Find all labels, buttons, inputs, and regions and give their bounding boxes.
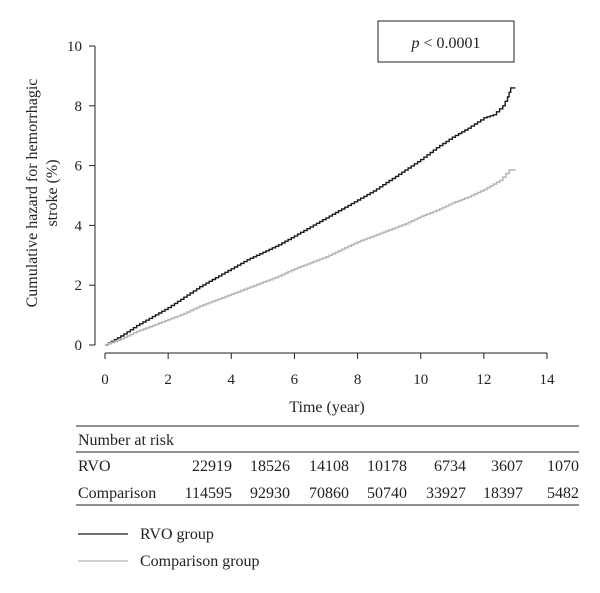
- x-tick-label: 0: [101, 372, 109, 388]
- y-tick-label: 10: [67, 39, 82, 55]
- series-line-comparison: [105, 169, 516, 346]
- x-axis-title: Time (year): [289, 399, 364, 416]
- series-layer: [105, 87, 516, 346]
- risk-cell: 18526: [250, 458, 290, 475]
- x-tick-label: 2: [164, 372, 172, 388]
- legend-label-rvo: RVO group: [140, 526, 214, 543]
- legend-item-comparison: Comparison group: [78, 553, 260, 570]
- risk-cell: 70860: [309, 485, 349, 502]
- risk-row-rvo: RVO 22919 18526 14108 10178 6734 3607 10…: [78, 458, 579, 475]
- risk-cell: 50740: [367, 485, 407, 502]
- y-tick-label: 8: [75, 99, 83, 115]
- y-tick-label: 4: [75, 218, 83, 234]
- p-value-symbol: p: [410, 35, 419, 52]
- y-tick-label: 2: [75, 278, 83, 294]
- risk-cell: 5482: [547, 485, 579, 502]
- y-axis-title-line1: Cumulative hazard for hemorrhagic: [24, 79, 41, 308]
- x-tick-label: 12: [476, 372, 491, 388]
- risk-row-comparison: Comparison 114595 92930 70860 50740 3392…: [78, 485, 579, 502]
- y-tick-group: 0 2 4 6 8 10: [67, 39, 95, 354]
- legend: RVO group Comparison group: [78, 526, 260, 570]
- x-axis: 0 2 4 6 8 10 12 14 Time (year): [101, 352, 555, 416]
- legend-label-comparison: Comparison group: [140, 553, 260, 570]
- p-value-text: p < 0.0001: [410, 35, 480, 52]
- risk-row-label: Comparison: [78, 485, 156, 502]
- risk-cell: 1070: [547, 458, 579, 475]
- risk-cell: 18397: [483, 485, 523, 502]
- x-tick-label: 4: [228, 372, 236, 388]
- y-tick-label: 6: [75, 159, 83, 175]
- risk-cell: 114595: [185, 485, 232, 502]
- risk-cell: 22919: [192, 458, 232, 475]
- x-tick-label: 10: [413, 372, 428, 388]
- risk-table: Number at risk RVO 22919 18526 14108 101…: [76, 425, 579, 506]
- risk-cell: 14108: [309, 458, 349, 475]
- x-tick-label: 14: [540, 372, 556, 388]
- risk-cell: 33927: [426, 485, 466, 502]
- risk-cell: 10178: [367, 458, 407, 475]
- risk-cell: 92930: [250, 485, 290, 502]
- risk-cell: 3607: [491, 458, 523, 475]
- risk-table-header: Number at risk: [78, 432, 174, 449]
- p-value-rest: < 0.0001: [419, 35, 480, 52]
- x-tick-label: 8: [354, 372, 362, 388]
- p-value-frame: [377, 20, 515, 63]
- y-axis-title-line2: stroke (%): [44, 159, 61, 226]
- y-axis: 0 2 4 6 8 10 Cumulative hazard for hemorrhagi…: [24, 39, 96, 354]
- p-value-box: p < 0.0001: [377, 20, 515, 63]
- series-line-rvo: [105, 87, 516, 346]
- risk-row-label: RVO: [78, 458, 111, 475]
- x-tick-group: 0 2 4 6 8 10 12 14: [101, 353, 555, 388]
- legend-item-rvo: RVO group: [78, 526, 214, 543]
- y-tick-label: 0: [75, 338, 83, 354]
- risk-cell: 6734: [434, 458, 466, 475]
- x-tick-label: 6: [291, 372, 299, 388]
